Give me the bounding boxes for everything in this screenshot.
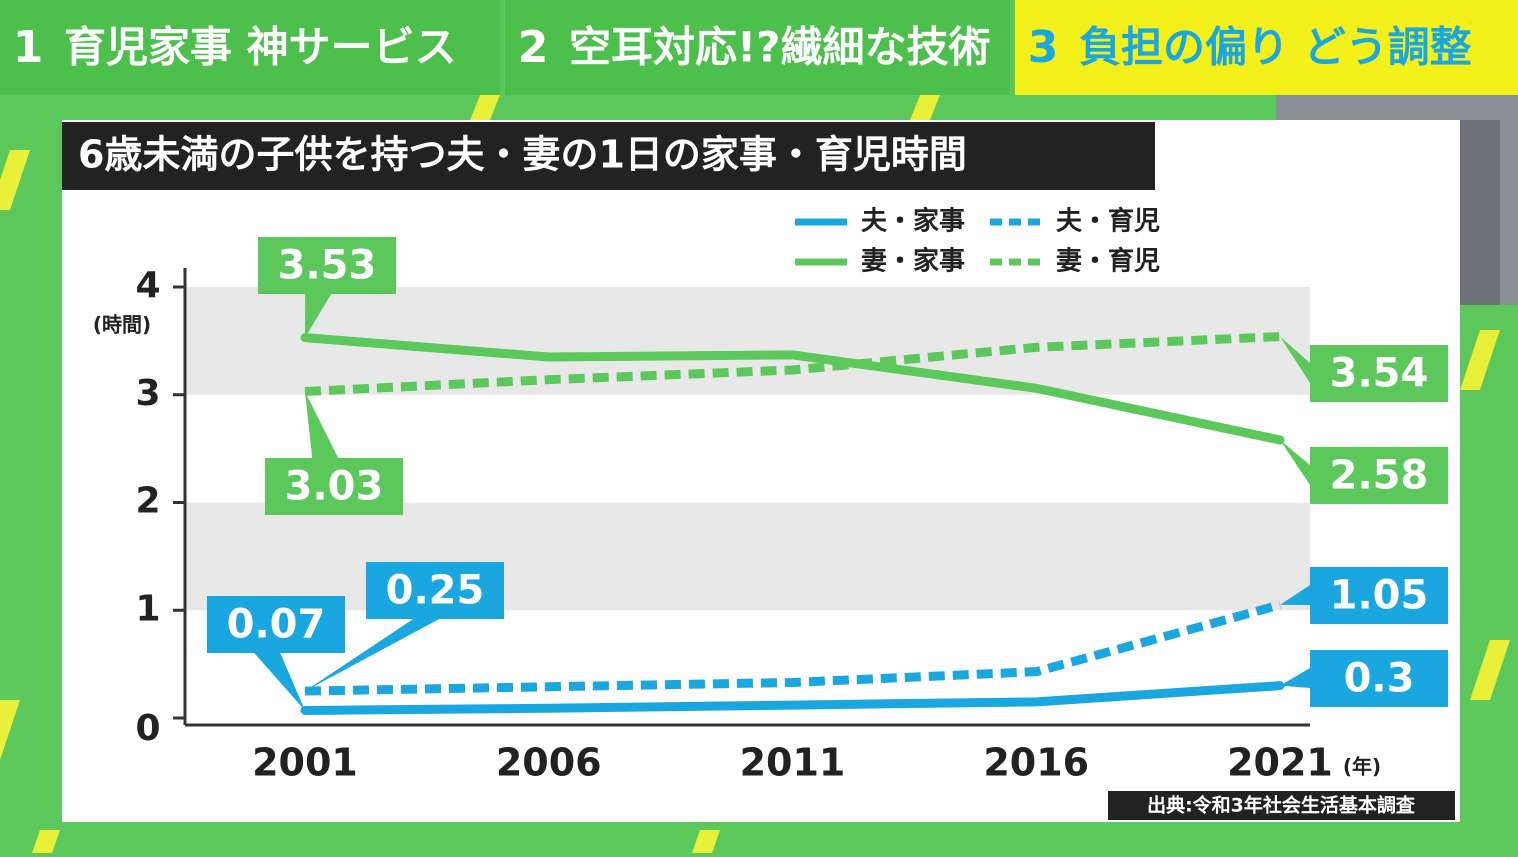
x-tick-label: 2006	[496, 741, 602, 785]
callout-pointer	[305, 619, 440, 692]
chart-title: 6歳未満の子供を持つ夫・妻の1日の家事・育児時間	[78, 133, 967, 177]
x-axis-label: (年)	[1343, 755, 1381, 779]
data-label: 2.58	[1330, 453, 1429, 499]
data-label: 3.53	[278, 243, 377, 289]
data-label: 0.25	[386, 568, 485, 614]
callout-pointer	[305, 391, 339, 458]
data-label: 3.54	[1330, 351, 1429, 397]
legend-label: 妻・家事	[861, 246, 965, 277]
y-tick-label: 3	[135, 373, 160, 414]
callout-pointer	[1280, 668, 1310, 688]
data-label: 0.07	[227, 602, 326, 648]
x-tick-label: 2011	[740, 741, 846, 785]
tab-label: 負担の偏り どう調整	[1079, 23, 1472, 72]
series-line	[304, 332, 1281, 397]
callout-pointer	[1280, 336, 1310, 383]
callout-box	[366, 562, 504, 619]
tab	[1015, 0, 1518, 95]
legend-label: 夫・家事	[861, 206, 965, 237]
tab-number: 3	[1028, 22, 1059, 73]
tab-label: 空耳対応!?繊細な技術	[569, 23, 991, 72]
x-tick-label: 2021	[1227, 741, 1333, 785]
callout-box	[265, 458, 403, 515]
y-axis-label: (時間)	[93, 313, 151, 337]
tab	[0, 0, 500, 95]
tab-bar: 1 育児家事 神サービス 2 空耳対応!?繊細な技術 3 負担の偏り どう調整	[0, 0, 1518, 95]
tab-label: 育児家事 神サービス	[64, 23, 457, 72]
callout-box	[1310, 447, 1448, 504]
series-line	[304, 600, 1282, 696]
y-tick-label: 0	[135, 708, 160, 749]
legend-label: 夫・育児	[1056, 206, 1160, 237]
callout-box	[207, 596, 345, 653]
data-label: 0.3	[1344, 656, 1415, 702]
callout-pointer	[1280, 440, 1310, 485]
callout-pointer	[305, 294, 332, 338]
y-tick-label: 2	[135, 481, 160, 522]
callout-box	[258, 237, 396, 294]
data-label: 1.05	[1330, 573, 1429, 619]
data-label: 3.03	[285, 464, 384, 510]
decor	[0, 95, 1510, 853]
series-line	[300, 681, 1285, 715]
callout-box	[1310, 567, 1448, 624]
grid-band	[185, 502, 1310, 611]
x-tick-label: 2001	[252, 741, 358, 785]
callout-pointer	[1280, 585, 1310, 605]
callout-box	[1310, 345, 1448, 402]
x-tick-label: 2016	[983, 741, 1089, 785]
tab	[505, 0, 1010, 95]
y-tick-label: 1	[135, 588, 160, 629]
callout-box	[1310, 650, 1448, 707]
plot: 0 1 2 3 4 2001 2006 2011 2016 2021 夫・家事 夫・育児妻・家事 妻・育…	[135, 206, 1448, 785]
tab-number: 1	[13, 22, 44, 73]
tab-number: 2	[518, 22, 549, 73]
source-box	[1108, 791, 1455, 820]
callout-pointer	[254, 653, 305, 711]
series-line	[300, 333, 1285, 445]
legend-label: 妻・育児	[1056, 246, 1160, 277]
source: 出典:令和3年社会生活基本調査	[1147, 794, 1416, 817]
y-tick-label: 4	[135, 265, 160, 306]
chart-title-box	[62, 122, 1155, 190]
